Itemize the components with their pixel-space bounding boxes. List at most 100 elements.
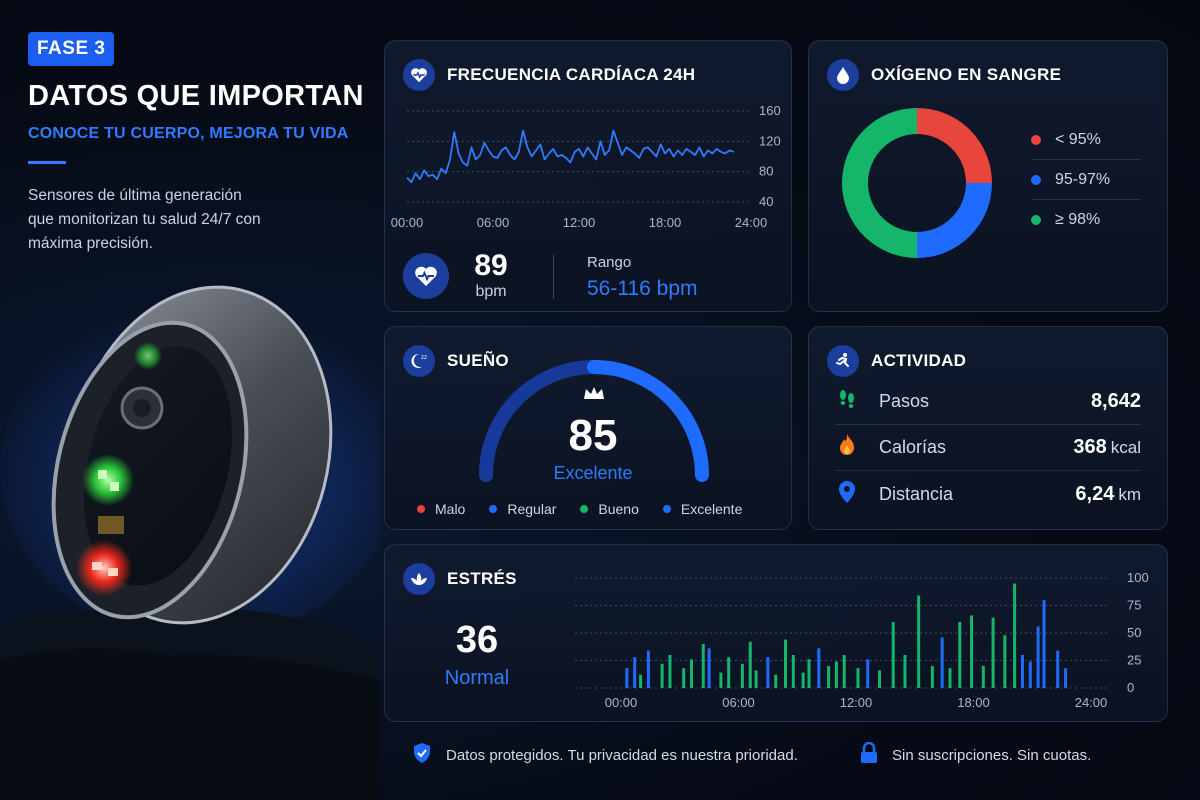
sleep-gauge-fill-high xyxy=(587,360,709,482)
flame-icon xyxy=(835,432,859,463)
oxygen-donut-chart xyxy=(842,108,992,258)
stress-x-tick: 06:00 xyxy=(722,695,755,710)
stress-x-tick: 00:00 xyxy=(605,695,638,710)
sleep-legend-excelente: Excelente xyxy=(662,501,742,517)
heart-rate-title: FRECUENCIA CARDÍACA 24H xyxy=(447,65,696,84)
hr-y-tick: 120 xyxy=(759,133,781,148)
sleep-rating: Excelente xyxy=(553,463,633,483)
moon-icon: zz xyxy=(403,345,435,377)
oxygen-title: OXÍGENO EN SANGRE xyxy=(871,65,1062,84)
stress-bar xyxy=(834,661,838,688)
oxygen-legend-divider xyxy=(1031,159,1141,160)
stress-bar xyxy=(856,668,860,688)
stress-y-tick: 75 xyxy=(1127,598,1141,613)
hr-y-tick: 80 xyxy=(759,164,773,179)
heart-rate-big-icon xyxy=(403,253,449,299)
phase-badge: FASE 3 xyxy=(28,32,115,66)
stress-bar xyxy=(646,650,650,688)
stress-bar xyxy=(748,641,752,688)
activity-row-steps: Pasos 8,642 xyxy=(835,379,1141,425)
stress-bar xyxy=(991,617,995,688)
stress-status: Normal xyxy=(444,667,510,689)
stress-bar xyxy=(701,644,705,688)
sleep-score: 85 xyxy=(568,411,618,460)
water-drop-icon xyxy=(827,59,859,91)
stress-bar xyxy=(903,655,907,688)
oxygen-slice xyxy=(842,108,918,258)
stress-bar xyxy=(807,659,811,688)
stress-bar xyxy=(625,668,629,688)
lock-icon xyxy=(860,741,878,768)
footer-privacy: Datos protegidos. Tu privacidad es nuest… xyxy=(412,742,798,768)
stress-bar xyxy=(878,670,881,688)
stress-chart: 0 25 50 75 100 00:00 06:00 12:00 18:00 24:00 xyxy=(575,570,1149,710)
steps-value: 8,642 xyxy=(1090,390,1141,412)
stress-bar xyxy=(917,595,921,688)
hr-y-tick: 160 xyxy=(759,103,781,118)
stress-bar xyxy=(970,615,974,688)
stress-bar xyxy=(801,672,805,688)
heart-rate-value: 89 xyxy=(474,249,508,282)
footsteps-icon xyxy=(835,387,859,416)
hero-title: DATOS QUE IMPORTAN xyxy=(28,80,364,112)
stress-bar xyxy=(719,672,723,688)
activity-card: ACTIVIDAD Pasos 8,642 Calorías 368 kcal D… xyxy=(808,326,1168,530)
stress-bar xyxy=(633,657,637,688)
stress-bar xyxy=(981,666,985,688)
stress-x-tick: 18:00 xyxy=(957,695,990,710)
crown-icon xyxy=(582,385,606,406)
svg-text:zz: zz xyxy=(421,355,427,361)
heart-rate-card: FRECUENCIA CARDÍACA 24H 40 80 120 160 00:00 0… xyxy=(384,40,792,312)
distance-label: Distancia xyxy=(879,483,954,504)
hr-x-tick: 12:00 xyxy=(563,215,596,230)
heart-rate-divider xyxy=(553,255,554,299)
stress-bar xyxy=(1036,626,1040,688)
stress-x-tick: 24:00 xyxy=(1075,695,1108,710)
privacy-text: Datos protegidos. Tu privacidad es nuest… xyxy=(446,746,798,764)
stress-card: ESTRÉS 36 Normal 0 25 50 75 100 00:00 06:00 12:… xyxy=(384,544,1168,722)
stress-bar xyxy=(774,674,778,688)
stress-bar xyxy=(690,659,693,688)
stress-bar xyxy=(1064,668,1068,688)
oxygen-legend-low: < 95% xyxy=(1031,131,1101,149)
heart-rate-range-value: 56-116 bpm xyxy=(587,277,698,300)
running-icon xyxy=(827,345,859,377)
sleep-legend-malo: Malo xyxy=(417,501,465,517)
stress-bar xyxy=(1028,661,1032,688)
stress-y-tick: 50 xyxy=(1127,625,1141,640)
sleep-gauge xyxy=(479,360,709,482)
stress-bar xyxy=(682,668,686,688)
stress-bar xyxy=(727,657,731,688)
stress-bar xyxy=(791,655,795,688)
stress-bar xyxy=(1003,635,1007,688)
stress-bar xyxy=(668,655,672,688)
stress-y-tick: 25 xyxy=(1127,653,1141,668)
hr-x-tick: 18:00 xyxy=(649,215,682,230)
hero-divider xyxy=(28,161,66,164)
stress-bar xyxy=(1013,583,1017,688)
stress-x-tick: 12:00 xyxy=(840,695,873,710)
stress-bar xyxy=(1056,650,1060,688)
stress-bar xyxy=(639,674,643,688)
location-pin-icon xyxy=(835,479,859,510)
stress-bar xyxy=(958,622,962,688)
sleep-legend: Malo Regular Bueno Excelente xyxy=(417,501,742,517)
steps-label: Pasos xyxy=(879,391,930,411)
stress-y-tick: 100 xyxy=(1127,570,1149,585)
stress-value: 36 xyxy=(455,619,499,661)
stress-bar xyxy=(707,648,711,688)
hero-subtitle: CONOCE TU CUERPO, MEJORA TU VIDA xyxy=(28,125,349,142)
oxygen-slice xyxy=(916,108,992,184)
heart-rate-range-label: Rango xyxy=(587,254,632,271)
heart-rate-chart: 40 80 120 160 00:00 06:00 12:00 18:00 24:00 xyxy=(391,103,781,230)
stress-bar xyxy=(948,668,952,688)
stress-bar xyxy=(817,648,821,688)
stress-bar xyxy=(827,666,831,688)
sleep-title: SUEÑO xyxy=(447,351,509,370)
footer-subscriptions: Sin suscripciones. Sin cuotas. xyxy=(860,741,1091,768)
stress-bar xyxy=(784,639,787,688)
lotus-icon xyxy=(403,563,435,595)
stress-bar xyxy=(740,663,744,688)
hr-x-tick: 00:00 xyxy=(391,215,424,230)
sleep-card: zz SUEÑO 85 Excelente Malo Regular Bueno… xyxy=(384,326,792,530)
